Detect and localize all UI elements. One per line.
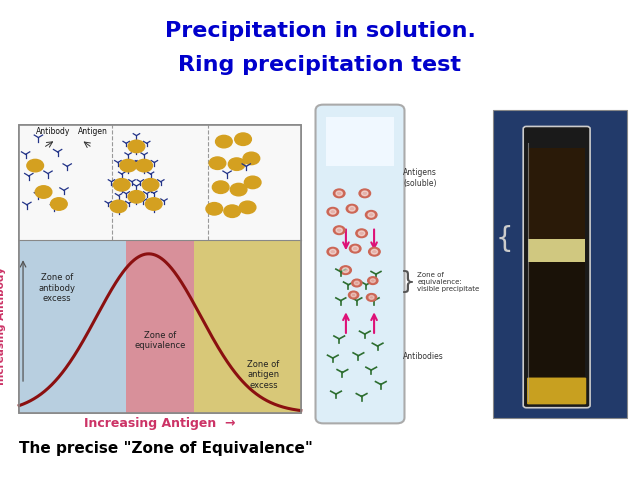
Circle shape [330,209,336,214]
Circle shape [365,211,377,219]
Text: Increasing Antibody: Increasing Antibody [0,267,6,385]
Circle shape [230,183,247,196]
Circle shape [356,229,367,238]
Bar [19,125,301,413]
Circle shape [27,159,44,172]
Bar [326,117,394,166]
Text: {: { [496,226,514,253]
Circle shape [235,133,252,145]
Circle shape [51,198,67,210]
Circle shape [352,246,358,251]
Text: Zone of
equivalence:
visible precipitate: Zone of equivalence: visible precipitate [417,273,479,292]
Circle shape [342,268,349,273]
Bar [19,125,301,413]
Circle shape [333,189,345,198]
Circle shape [136,159,152,172]
Circle shape [352,279,362,287]
Bar [126,240,194,413]
Circle shape [333,226,345,235]
FancyBboxPatch shape [524,126,590,408]
Circle shape [243,152,260,165]
Circle shape [370,279,375,283]
Circle shape [113,179,130,191]
Text: Zone of
equivalence: Zone of equivalence [134,331,186,350]
Circle shape [228,158,245,170]
Text: Antigens
(soluble): Antigens (soluble) [403,168,437,188]
Circle shape [362,191,368,196]
Circle shape [128,191,145,203]
Text: Antibodies: Antibodies [403,352,444,360]
Text: The precise "Zone of Equivalence": The precise "Zone of Equivalence" [19,441,313,456]
Text: Zone of
antibody
excess: Zone of antibody excess [38,274,75,303]
Circle shape [330,249,336,254]
Text: Precipitation in solution.: Precipitation in solution. [164,21,476,41]
FancyBboxPatch shape [527,378,586,404]
Circle shape [212,181,229,193]
Circle shape [239,201,256,214]
Circle shape [358,231,365,236]
Circle shape [110,200,127,213]
Circle shape [369,296,374,300]
Circle shape [327,247,339,256]
Circle shape [244,176,261,189]
Bar [493,110,627,418]
Circle shape [355,281,360,285]
Text: Zone of
antigen
excess: Zone of antigen excess [247,360,280,390]
Circle shape [366,294,376,301]
Circle shape [346,204,358,213]
Bar [19,125,301,240]
Circle shape [145,198,162,210]
Circle shape [349,206,355,211]
Circle shape [128,140,145,153]
Circle shape [371,249,378,254]
Circle shape [142,179,159,191]
Circle shape [206,203,223,215]
Text: Antibody: Antibody [36,127,70,136]
Circle shape [336,228,342,233]
Circle shape [340,266,351,275]
Circle shape [327,207,339,216]
Circle shape [120,159,136,172]
Circle shape [209,157,226,169]
Circle shape [359,189,371,198]
Circle shape [351,293,356,297]
Text: }: } [400,270,416,294]
FancyBboxPatch shape [316,105,404,423]
Circle shape [336,191,342,196]
Text: Ring precipitation test: Ring precipitation test [179,55,461,75]
Circle shape [349,291,359,299]
Circle shape [35,186,52,198]
Bar [529,240,585,262]
Bar [194,240,301,413]
Circle shape [216,135,232,148]
Text: Antigen: Antigen [78,127,108,136]
Circle shape [224,205,241,217]
Circle shape [369,247,380,256]
Circle shape [367,277,378,285]
Text: Increasing Antigen  →: Increasing Antigen → [84,417,236,430]
Bar [529,262,585,383]
Circle shape [368,213,374,217]
Bar [19,240,126,413]
Circle shape [349,244,361,253]
Bar [529,148,585,240]
